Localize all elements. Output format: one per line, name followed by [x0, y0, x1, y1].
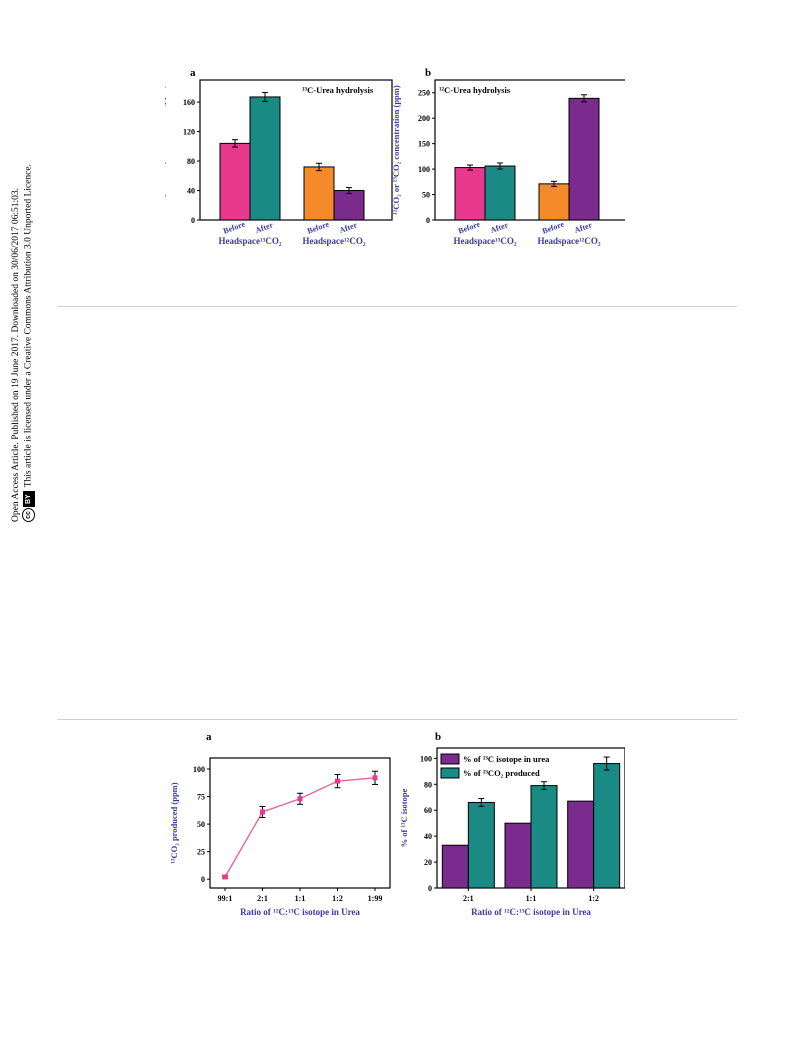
y-tick-label: 100 — [193, 765, 205, 774]
section-divider-top — [57, 306, 737, 307]
bar — [467, 801, 495, 889]
bar-label: Before — [457, 219, 482, 235]
chart-bottom-b: b 0 20 40 60 80 100 % of ¹³C isotope 2:1 1:1 1:2 Ra… — [399, 731, 625, 917]
data-point — [260, 809, 265, 815]
bar — [484, 165, 516, 221]
bar — [219, 142, 251, 221]
group-label: Headspace¹²CO₂ — [537, 236, 600, 246]
panel-label: b — [425, 67, 431, 79]
x-tick-label: 1:1 — [526, 894, 537, 903]
plot-frame — [199, 79, 393, 221]
plot-frame — [434, 79, 625, 221]
y-tick-label: 160 — [183, 98, 195, 107]
bar — [303, 166, 335, 221]
panel-label: a — [190, 67, 196, 79]
bar-label: Before — [541, 219, 566, 235]
y-tick-label: 80 — [187, 157, 195, 166]
x-axis-label: Ratio of ¹²C:¹³C isotope in Urea — [471, 907, 591, 917]
license-side-note: Open Access Article. Published on 19 Jun… — [10, 122, 54, 522]
bar — [538, 183, 570, 221]
bar-label: After — [489, 220, 510, 235]
y-tick-label: 50 — [197, 820, 205, 829]
bar-label: After — [338, 220, 359, 235]
y-tick-label: 40 — [424, 832, 432, 841]
bar-label: After — [254, 220, 275, 235]
group-label: Headspace¹²CO₂ — [302, 236, 365, 246]
y-tick-label: 0 — [426, 216, 430, 225]
bar-label: Before — [306, 219, 331, 235]
data-point — [372, 775, 378, 781]
panel-label: a — [206, 731, 212, 743]
x-tick-label: 1:99 — [368, 894, 383, 903]
x-tick-label: 2:1 — [463, 894, 474, 903]
y-tick-label: 0 — [201, 875, 205, 884]
annotation-label: ¹³C-Urea hydrolysis — [302, 85, 374, 95]
y-tick-label: 40 — [187, 187, 195, 196]
license-line-2: cc BY This article is licensed under a Cr… — [22, 122, 35, 522]
panel-label: b — [435, 731, 441, 743]
license-line-1: Open Access Article. Published on 19 Jun… — [11, 187, 21, 522]
group-label: Headspace¹³CO₂ — [453, 236, 516, 246]
data-point — [297, 796, 303, 802]
cc-by-badge[interactable]: cc BY — [22, 491, 35, 522]
y-tick-label: 250 — [418, 89, 430, 98]
data-point — [222, 874, 228, 880]
y-axis-label: ¹²CO₂ or ¹³CO₂ concentration (ppm) — [165, 85, 166, 215]
y-tick-label: 120 — [183, 128, 195, 137]
y-tick-label: 150 — [418, 140, 430, 149]
section-divider-bottom — [57, 719, 737, 720]
y-tick-label: 200 — [418, 114, 430, 123]
legend-swatch — [440, 753, 460, 765]
bar — [568, 97, 600, 221]
figure-bottom: a 0 25 50 75 100 ¹³CO₂ produced (ppm) 99:1 2:1 1:… — [169, 731, 625, 917]
y-axis-label: ¹³CO₂ produced (ppm) — [169, 782, 179, 863]
plot-frame — [209, 757, 391, 889]
y-tick-label: 0 — [191, 216, 195, 225]
chart-bottom-a: a 0 25 50 75 100 ¹³CO₂ produced (ppm) 99:1 2:1 1:… — [169, 731, 391, 917]
legend-label: % of ¹³CO₂ produced — [463, 768, 540, 778]
y-axis-label: % of ¹³C isotope — [399, 788, 409, 847]
bar-label: Before — [222, 219, 247, 235]
x-tick-label: 1:1 — [295, 894, 306, 903]
y-tick-label: 80 — [424, 780, 432, 789]
legend-swatch — [440, 767, 460, 779]
chart-top-b: b ¹²C-Urea hydrolysis 0 50 100 150 200 250 ¹²CO₂… — [391, 67, 625, 246]
x-tick-label: 1:2 — [588, 894, 599, 903]
y-tick-label: 60 — [424, 806, 432, 815]
chart-top-a: a ¹³C-Urea hydrolysis 0 40 80 120 160 ¹²CO₂ or … — [165, 67, 393, 246]
y-tick-label: 100 — [418, 165, 430, 174]
legend-label: % of ¹³C isotope in urea — [463, 754, 550, 764]
y-tick-label: 75 — [197, 793, 205, 802]
y-tick-label: 0 — [428, 884, 432, 893]
annotation-label: ¹²C-Urea hydrolysis — [439, 85, 511, 95]
bar — [333, 190, 365, 221]
bar — [567, 800, 595, 889]
y-tick-label: 100 — [420, 754, 432, 763]
y-tick-label: 50 — [422, 191, 430, 200]
group-label: Headspace¹³CO₂ — [218, 236, 281, 246]
x-axis-label: Ratio of ¹²C:¹³C isotope in Urea — [240, 907, 360, 917]
series-line — [224, 777, 376, 878]
bar — [504, 822, 532, 889]
bar — [454, 167, 486, 221]
bar — [249, 96, 281, 221]
y-tick-label: 20 — [424, 858, 432, 867]
bar — [593, 763, 621, 889]
y-tick-label: 25 — [197, 848, 205, 857]
x-tick-label: 99:1 — [218, 894, 233, 903]
y-axis-label: ¹²CO₂ or ¹³CO₂ concentration (ppm) — [391, 85, 401, 215]
by-icon: BY — [22, 491, 35, 507]
bar — [530, 785, 558, 889]
data-point — [335, 778, 340, 784]
x-tick-label: 2:1 — [257, 894, 268, 903]
figure-top: a ¹³C-Urea hydrolysis 0 40 80 120 160 ¹²CO₂ or … — [165, 67, 625, 246]
bar — [441, 844, 469, 889]
x-tick-label: 1:2 — [332, 894, 343, 903]
cc-icon: cc — [22, 508, 35, 522]
bar-label: After — [573, 220, 594, 235]
